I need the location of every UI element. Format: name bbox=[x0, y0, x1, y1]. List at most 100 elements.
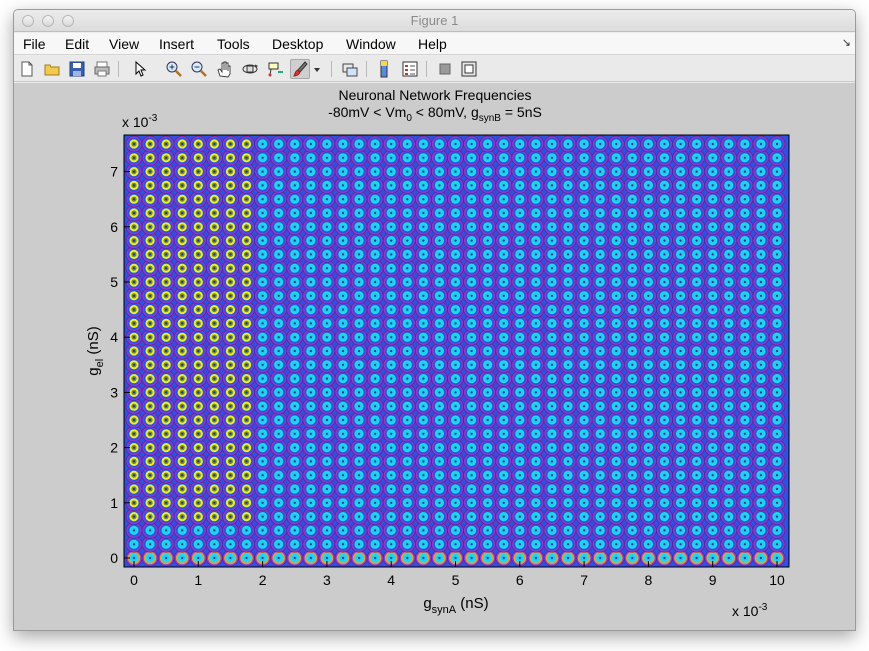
data-cursor-icon[interactable] bbox=[265, 59, 285, 79]
data-point bbox=[334, 135, 352, 153]
toolbar-separator bbox=[118, 61, 119, 77]
data-point bbox=[495, 135, 513, 153]
data-point bbox=[206, 328, 223, 346]
data-point bbox=[157, 370, 175, 387]
data-point bbox=[125, 287, 143, 305]
scatter-markers bbox=[124, 135, 789, 567]
show-plot-tools-icon[interactable] bbox=[459, 59, 479, 79]
toolbar-separator bbox=[426, 61, 427, 77]
menu-help[interactable]: Help bbox=[418, 36, 447, 52]
data-point bbox=[415, 135, 432, 153]
data-point bbox=[206, 356, 223, 374]
save-icon[interactable] bbox=[67, 59, 87, 79]
zoom-window-button[interactable] bbox=[62, 15, 74, 27]
data-point bbox=[640, 135, 657, 153]
data-point bbox=[157, 384, 175, 401]
data-point bbox=[157, 273, 175, 291]
data-point bbox=[141, 177, 159, 194]
menu-bar: File Edit View Insert Tools Desktop Wind… bbox=[14, 33, 855, 55]
data-point bbox=[206, 259, 223, 277]
menu-insert[interactable]: Insert bbox=[159, 36, 195, 52]
data-point bbox=[206, 453, 223, 470]
data-point bbox=[190, 494, 207, 512]
open-file-icon[interactable] bbox=[42, 59, 62, 79]
data-point bbox=[206, 384, 223, 401]
menu-desktop[interactable]: Desktop bbox=[272, 36, 324, 52]
x-tick-label: 0 bbox=[130, 572, 138, 588]
data-point bbox=[141, 149, 159, 167]
data-point bbox=[206, 287, 223, 305]
data-point bbox=[141, 135, 159, 153]
data-point bbox=[222, 135, 239, 153]
data-point bbox=[624, 135, 641, 153]
data-point bbox=[656, 135, 673, 153]
data-point bbox=[238, 135, 255, 153]
hide-plot-tools-icon[interactable] bbox=[435, 59, 455, 79]
menu-file[interactable]: File bbox=[23, 36, 46, 52]
data-point bbox=[141, 204, 159, 222]
data-point bbox=[173, 204, 191, 222]
data-point bbox=[543, 135, 561, 153]
data-point bbox=[190, 287, 207, 305]
print-icon[interactable] bbox=[92, 59, 112, 79]
plot-svg: Neuronal Network Frequencies -80mV < Vm0… bbox=[85, 87, 790, 619]
menu-view[interactable]: View bbox=[109, 36, 140, 52]
data-point bbox=[125, 480, 143, 498]
data-point bbox=[157, 522, 175, 539]
data-point bbox=[125, 453, 143, 470]
minimize-window-button[interactable] bbox=[42, 15, 54, 27]
new-figure-icon[interactable] bbox=[17, 59, 37, 79]
data-point bbox=[173, 522, 191, 539]
data-point bbox=[157, 328, 175, 346]
data-point bbox=[125, 328, 143, 346]
data-point bbox=[222, 522, 239, 539]
dock-arrow-icon[interactable]: ↘ bbox=[841, 37, 851, 49]
data-point bbox=[222, 535, 239, 553]
data-point bbox=[752, 135, 770, 153]
data-point bbox=[190, 508, 207, 525]
pan-icon[interactable] bbox=[214, 59, 234, 79]
data-point bbox=[157, 163, 175, 180]
data-point bbox=[125, 135, 143, 153]
data-point bbox=[157, 397, 175, 415]
zoom-out-icon[interactable] bbox=[189, 59, 209, 79]
figure-canvas: Neuronal Network Frequencies -80mV < Vm0… bbox=[14, 83, 855, 630]
data-point bbox=[190, 397, 207, 415]
link-plot-icon[interactable] bbox=[340, 59, 360, 79]
zoom-in-icon[interactable] bbox=[164, 59, 184, 79]
x-tick-label: 8 bbox=[645, 572, 653, 588]
toolbar-separator bbox=[331, 61, 332, 77]
data-point bbox=[157, 480, 175, 498]
menu-window[interactable]: Window bbox=[346, 36, 396, 52]
data-point bbox=[141, 397, 159, 415]
data-point bbox=[141, 508, 159, 525]
data-point bbox=[190, 466, 207, 484]
data-point bbox=[173, 370, 191, 387]
data-point bbox=[173, 163, 191, 180]
data-point bbox=[125, 425, 143, 443]
y-tick-label: 7 bbox=[110, 164, 118, 180]
pointer-icon[interactable] bbox=[130, 59, 150, 79]
insert-legend-icon[interactable] bbox=[400, 59, 420, 79]
brush-icon[interactable] bbox=[290, 59, 310, 79]
data-point bbox=[190, 439, 207, 456]
data-point bbox=[206, 301, 223, 318]
data-point bbox=[141, 342, 159, 360]
insert-colorbar-icon[interactable] bbox=[374, 59, 394, 79]
data-point bbox=[302, 135, 320, 153]
y-tick-label: 0 bbox=[110, 550, 118, 566]
data-point bbox=[206, 163, 223, 180]
data-point bbox=[190, 425, 207, 443]
menu-edit[interactable]: Edit bbox=[65, 36, 90, 52]
data-point bbox=[672, 135, 689, 153]
data-point bbox=[190, 328, 207, 346]
dropdown-arrow-icon[interactable] bbox=[311, 59, 323, 79]
toolbar-separator bbox=[366, 61, 367, 77]
close-window-button[interactable] bbox=[22, 15, 34, 27]
data-point bbox=[157, 535, 175, 553]
data-point bbox=[157, 453, 175, 470]
menu-tools[interactable]: Tools bbox=[217, 36, 250, 52]
data-point bbox=[398, 135, 416, 153]
rotate-3d-icon[interactable] bbox=[240, 59, 260, 79]
data-point bbox=[206, 535, 223, 553]
